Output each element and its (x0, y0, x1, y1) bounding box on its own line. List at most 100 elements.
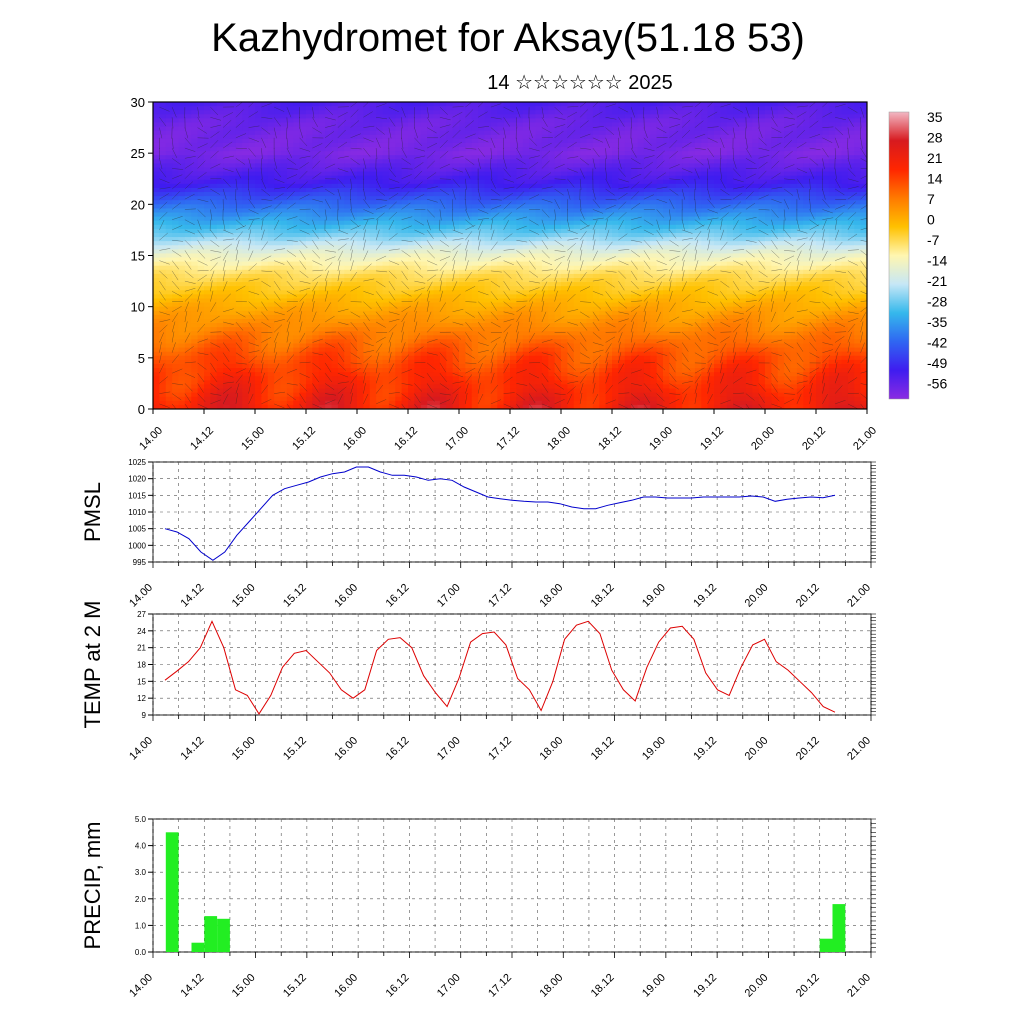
heat-cell (726, 237, 734, 242)
heat-cell (745, 232, 753, 238)
heat-cell (286, 171, 294, 177)
heat-cell (669, 257, 677, 263)
heat-cell (522, 126, 530, 132)
heat-cell (223, 138, 231, 144)
heat-cell (529, 187, 537, 193)
heat-cell (216, 118, 224, 124)
heat-cell (165, 187, 173, 193)
heat-cell (471, 282, 479, 287)
heat-cell (286, 126, 294, 132)
heat-cell (159, 167, 167, 173)
heat-cell (777, 167, 785, 173)
heat-cell (369, 167, 377, 173)
heat-cell (255, 212, 262, 218)
heat-cell (650, 114, 658, 119)
heat-cell (286, 224, 294, 230)
heat-cell (318, 204, 326, 210)
heat-cell (803, 228, 811, 234)
heat-cell (675, 142, 683, 148)
heat-cell (357, 155, 364, 160)
heat-cell (580, 134, 588, 140)
heat-cell (860, 159, 867, 164)
heat-cell (765, 106, 772, 111)
heat-cell (159, 224, 167, 230)
heat-cell (223, 216, 231, 222)
heat-cell (465, 114, 473, 119)
heat-cell (637, 208, 645, 214)
heat-cell (765, 249, 772, 255)
heat-cell (497, 200, 505, 205)
heat-cell (541, 134, 549, 140)
heat-cell (318, 167, 326, 173)
heat-cell (599, 245, 607, 250)
heat-cell (835, 102, 843, 107)
heat-cell (172, 269, 180, 275)
heat-cell (503, 237, 511, 242)
heat-cell (446, 147, 454, 152)
heat-cell (643, 118, 651, 124)
heat-cell (790, 208, 798, 214)
heat-cell (592, 138, 600, 144)
heat-cell (701, 257, 709, 263)
heat-cell (267, 241, 275, 246)
heat-cell (803, 130, 811, 136)
heat-cell (478, 122, 486, 128)
heat-cell (427, 130, 435, 136)
heat-cell (344, 232, 352, 238)
heat-cell (612, 265, 619, 271)
heat-cell (522, 118, 530, 124)
heat-cell (357, 171, 364, 177)
heat-cell (465, 282, 473, 287)
heat-cell (765, 273, 772, 279)
heat-cell (159, 159, 167, 164)
heat-cell (401, 253, 409, 259)
heat-cell (293, 204, 301, 210)
heat-cell (452, 183, 460, 189)
heat-cell (758, 261, 766, 267)
heat-cell (765, 216, 772, 222)
heat-cell (580, 282, 588, 287)
heat-cell (191, 138, 199, 144)
heat-cell (280, 130, 288, 136)
heat-cell (752, 261, 760, 267)
heat-cell (235, 249, 243, 255)
heat-cell (318, 106, 326, 111)
heat-cell (369, 200, 377, 205)
heat-cell (165, 216, 173, 222)
heat-cell (847, 204, 855, 210)
heat-cell (548, 175, 556, 181)
heat-cell (210, 208, 218, 214)
heat-cell (841, 171, 849, 177)
heat-cell (274, 196, 282, 201)
heat-cell (229, 110, 237, 115)
heat-cell (612, 126, 619, 132)
heat-cell (420, 282, 428, 287)
heat-cell (318, 130, 326, 136)
heat-cell (529, 273, 537, 279)
heat-cell (771, 138, 779, 144)
heat-cell (694, 138, 702, 144)
heat-cell (784, 216, 792, 222)
heat-cell (274, 269, 282, 275)
heat-cell (312, 261, 320, 267)
heat-cell (752, 155, 760, 160)
heat-cell (739, 155, 747, 160)
heat-cell (567, 265, 575, 271)
heat-cell (803, 216, 811, 222)
heat-cell (223, 183, 231, 189)
heat-cell (229, 102, 237, 107)
heat-cell (592, 224, 600, 230)
heat-cell (325, 118, 333, 124)
heat-cell (809, 163, 817, 169)
heat-cell (420, 151, 428, 156)
heat-cell (408, 147, 415, 152)
heat-cell (261, 192, 269, 197)
heat-cell (561, 102, 568, 107)
heat-cell (656, 155, 664, 160)
heat-cell (784, 110, 792, 115)
heat-cell (255, 265, 262, 271)
heat-cell (860, 224, 867, 230)
heat-cell (452, 192, 460, 197)
heat-cell (854, 175, 862, 181)
heat-cell (784, 261, 792, 267)
